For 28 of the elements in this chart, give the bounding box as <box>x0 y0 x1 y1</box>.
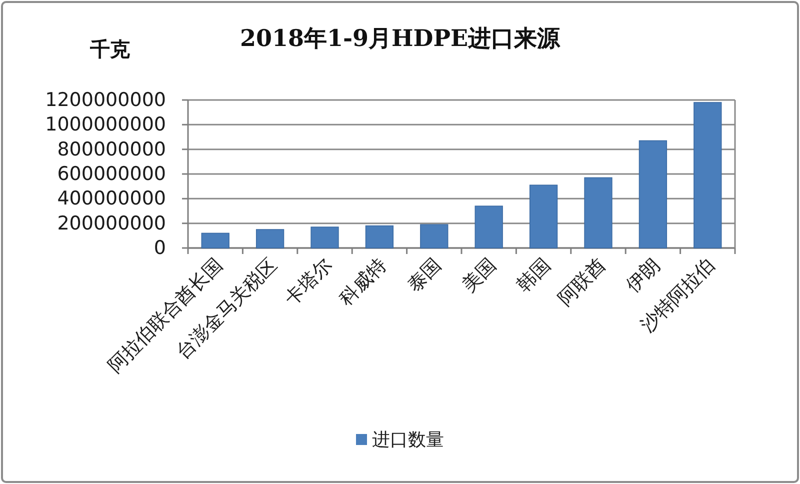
x-tick-label: 泰国 <box>403 254 446 296</box>
bar <box>201 232 230 248</box>
x-tick-label: 韩国 <box>512 254 556 296</box>
y-tick-label: 200000000 <box>57 212 166 234</box>
y-tick-label: 1200000000 <box>45 89 166 111</box>
legend: 进口数量 <box>356 430 444 450</box>
y-tick-label: 800000000 <box>57 138 166 160</box>
bar <box>256 229 284 248</box>
y-tick-label: 400000000 <box>57 188 166 210</box>
bar <box>638 140 668 248</box>
bar <box>694 102 722 248</box>
y-tick-label: 600000000 <box>57 163 166 185</box>
x-tick-label: 伊朗 <box>622 254 664 296</box>
bar <box>584 177 612 248</box>
x-tick-label: 科威特 <box>335 254 391 310</box>
x-tick-label: 卡塔尔 <box>280 254 336 310</box>
y-tick-label: 1000000000 <box>45 114 166 136</box>
bar <box>474 206 503 248</box>
chart-title: 2018年1-9月HDPE进口来源 <box>240 25 562 52</box>
bar <box>310 226 339 248</box>
x-tick-label: 阿联酋 <box>554 254 610 310</box>
y-axis-title: 千克 <box>89 37 130 61</box>
legend-label: 进口数量 <box>372 430 444 450</box>
bar <box>420 224 448 248</box>
x-tick-label: 美国 <box>458 254 500 296</box>
bar <box>365 225 394 248</box>
y-tick-label: 0 <box>154 237 166 259</box>
bar <box>529 184 558 248</box>
